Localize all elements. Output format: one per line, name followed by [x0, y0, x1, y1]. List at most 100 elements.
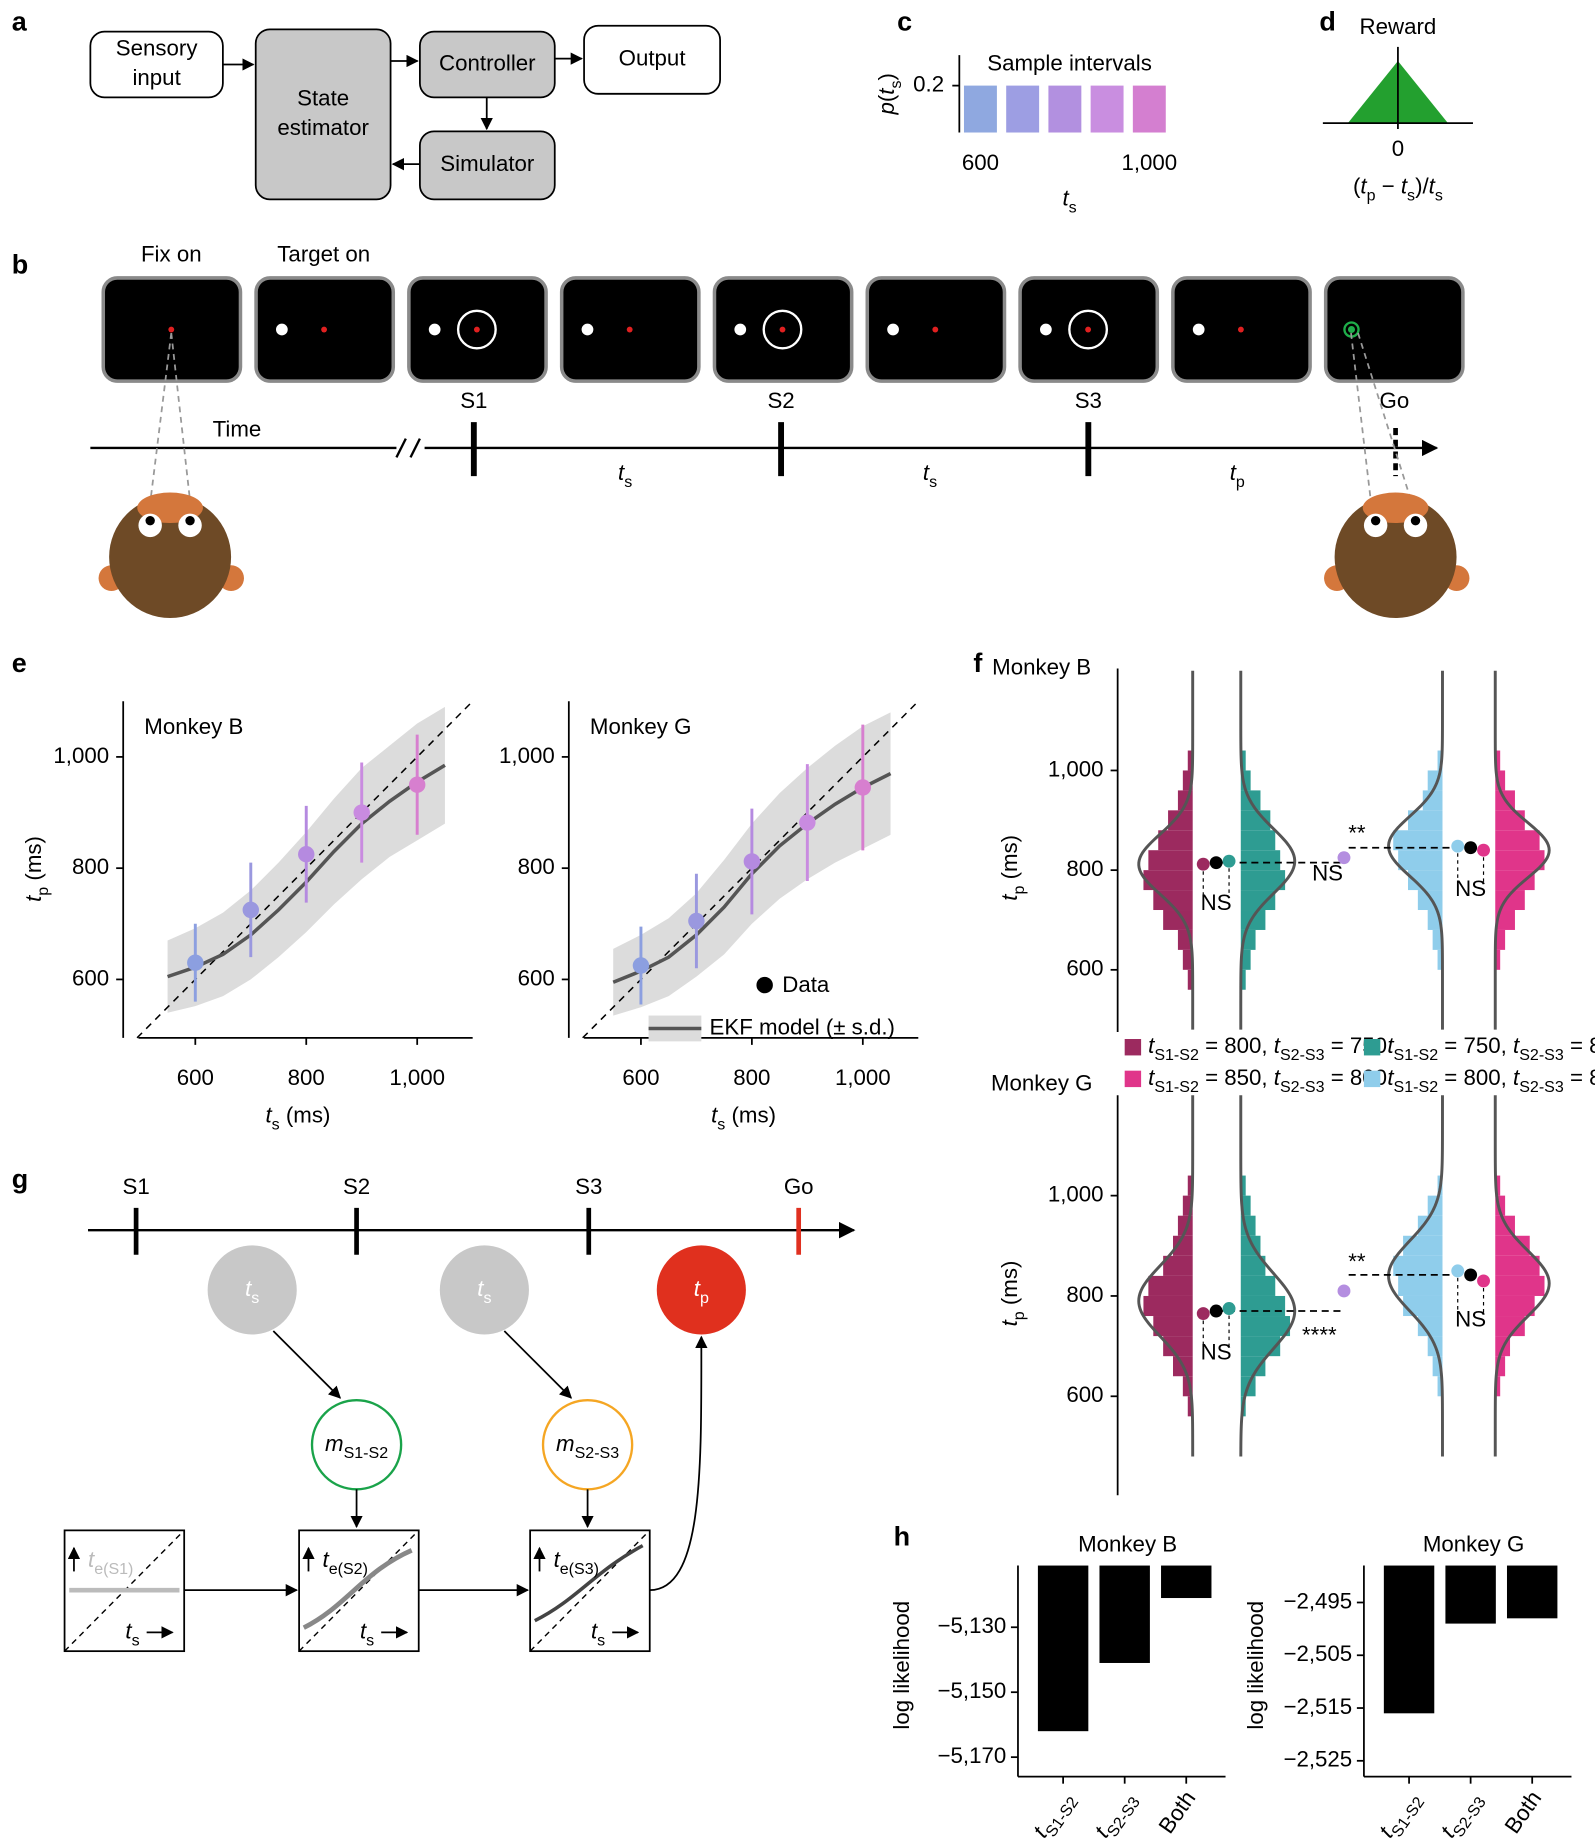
- text-part: s: [251, 1289, 259, 1307]
- histogram-bar: [1240, 1275, 1276, 1296]
- significance-label: **: [1348, 1249, 1366, 1274]
- y-tick-label: 600: [72, 965, 109, 990]
- y-tick-label: 800: [1066, 856, 1103, 881]
- text-part: s: [1435, 187, 1443, 205]
- text-part: t: [477, 1276, 484, 1301]
- histogram-bar: [1495, 810, 1525, 831]
- y-axis-label: tp (ms): [997, 1261, 1028, 1327]
- target-dot: [734, 323, 747, 336]
- histogram-bar: [1495, 1195, 1506, 1216]
- y-tick-label: −5,170: [938, 1743, 1007, 1768]
- text-part: (ms): [280, 1102, 331, 1127]
- fixation-dot: [321, 326, 328, 333]
- histogram-bar: [1163, 1255, 1193, 1276]
- axis-break: [409, 438, 421, 458]
- bar: [1132, 85, 1166, 133]
- text-part: s: [132, 1632, 140, 1650]
- x-tick-label: 800: [733, 1065, 770, 1090]
- chart-title: Monkey B: [992, 654, 1091, 679]
- gaussian-fit: [1239, 670, 1297, 1030]
- significance-label: NS: [1455, 876, 1486, 901]
- flash-ring: [1068, 309, 1109, 350]
- text-part: (: [1353, 174, 1361, 199]
- histogram-bar: [1240, 890, 1276, 911]
- histogram-bar: [1153, 1316, 1193, 1337]
- panel-label: e: [12, 648, 27, 678]
- chart-title: Monkey B: [1078, 1532, 1177, 1557]
- node-label: Output: [619, 46, 687, 71]
- histogram-bar: [1240, 1316, 1291, 1337]
- x-tick-label: 1,000: [1121, 150, 1177, 175]
- gaussian-fit: [1137, 1095, 1195, 1457]
- text-part: (ms): [725, 1102, 776, 1127]
- histogram-bar: [1437, 750, 1443, 771]
- target-dot: [276, 323, 288, 336]
- target-dot: [428, 323, 441, 336]
- text-part: t: [694, 1276, 701, 1301]
- mean-point: [1337, 1284, 1351, 1298]
- histogram-bar: [1495, 910, 1515, 930]
- histogram-bar: [1187, 1396, 1193, 1417]
- interval-node-label: ts: [245, 1276, 259, 1307]
- x-tick-label: 600: [962, 150, 999, 175]
- mean-point: [1196, 1307, 1210, 1320]
- screen-label: Target on: [277, 242, 370, 267]
- text-part: e(S2): [329, 1560, 368, 1578]
- legend-label: Data: [782, 972, 830, 997]
- mean-point: [1196, 857, 1210, 871]
- bar: [1161, 1565, 1212, 1599]
- text-part: t: [1387, 1033, 1394, 1058]
- significance-label: **: [1348, 821, 1366, 846]
- text-part: S2-S3: [1519, 1078, 1564, 1096]
- text-part: S1-S2: [1394, 1046, 1439, 1064]
- mean-point: [1451, 1264, 1465, 1278]
- text-part: S1-S2: [344, 1444, 389, 1462]
- legend-label: tS1-S2 = 800, tS2-S3 = 850: [1387, 1065, 1595, 1096]
- target-dot: [887, 323, 899, 336]
- text-part: s: [887, 81, 905, 89]
- y-tick-label: −5,150: [938, 1678, 1007, 1703]
- x-tick-label: 1,000: [835, 1065, 891, 1090]
- text-part: e(S1): [94, 1560, 133, 1578]
- histogram-bar: [1182, 770, 1193, 791]
- histogram-bar: [1240, 750, 1246, 771]
- text-part: m: [325, 1431, 344, 1456]
- flash-ring: [456, 309, 497, 350]
- bar: [1445, 1565, 1496, 1624]
- y-tick-label: −2,525: [1283, 1747, 1352, 1772]
- measurement-label: mS1-S2: [325, 1431, 388, 1462]
- histogram-bar: [1240, 1175, 1246, 1196]
- y-tick-label: 600: [518, 965, 555, 990]
- text-part: s: [597, 1632, 605, 1650]
- target-dot: [581, 323, 594, 336]
- text-part: s: [624, 473, 632, 491]
- panel-label: d: [1319, 7, 1335, 37]
- histogram-bar: [1240, 910, 1266, 930]
- text-part: t: [923, 460, 930, 485]
- text-part: S1-S2: [1394, 1078, 1439, 1096]
- histogram-bar: [1240, 830, 1276, 851]
- text-part: s: [272, 1116, 280, 1134]
- bar: [1099, 1565, 1150, 1663]
- screen: [1323, 276, 1465, 383]
- text-part: t: [265, 1102, 272, 1127]
- panel-label: h: [894, 1522, 910, 1552]
- histogram-bar: [1240, 870, 1286, 891]
- time-label: Time: [213, 416, 262, 441]
- legend-marker: [1124, 1070, 1142, 1088]
- text-part: = 800,: [1438, 1065, 1513, 1090]
- data-point: [187, 954, 204, 971]
- text-part: p: [1010, 886, 1028, 895]
- estimate-label: te(S3): [554, 1547, 599, 1578]
- bar: [1090, 85, 1124, 133]
- text-part: s: [1407, 187, 1415, 205]
- mean-point: [1222, 1302, 1236, 1315]
- text-part: = 800: [1564, 1033, 1595, 1058]
- text-part: t: [997, 894, 1022, 901]
- text-part: (ms): [997, 1261, 1022, 1312]
- y-tick-label: 600: [1066, 1382, 1103, 1407]
- mean-point: [1451, 839, 1465, 853]
- text-part: t: [1274, 1065, 1281, 1090]
